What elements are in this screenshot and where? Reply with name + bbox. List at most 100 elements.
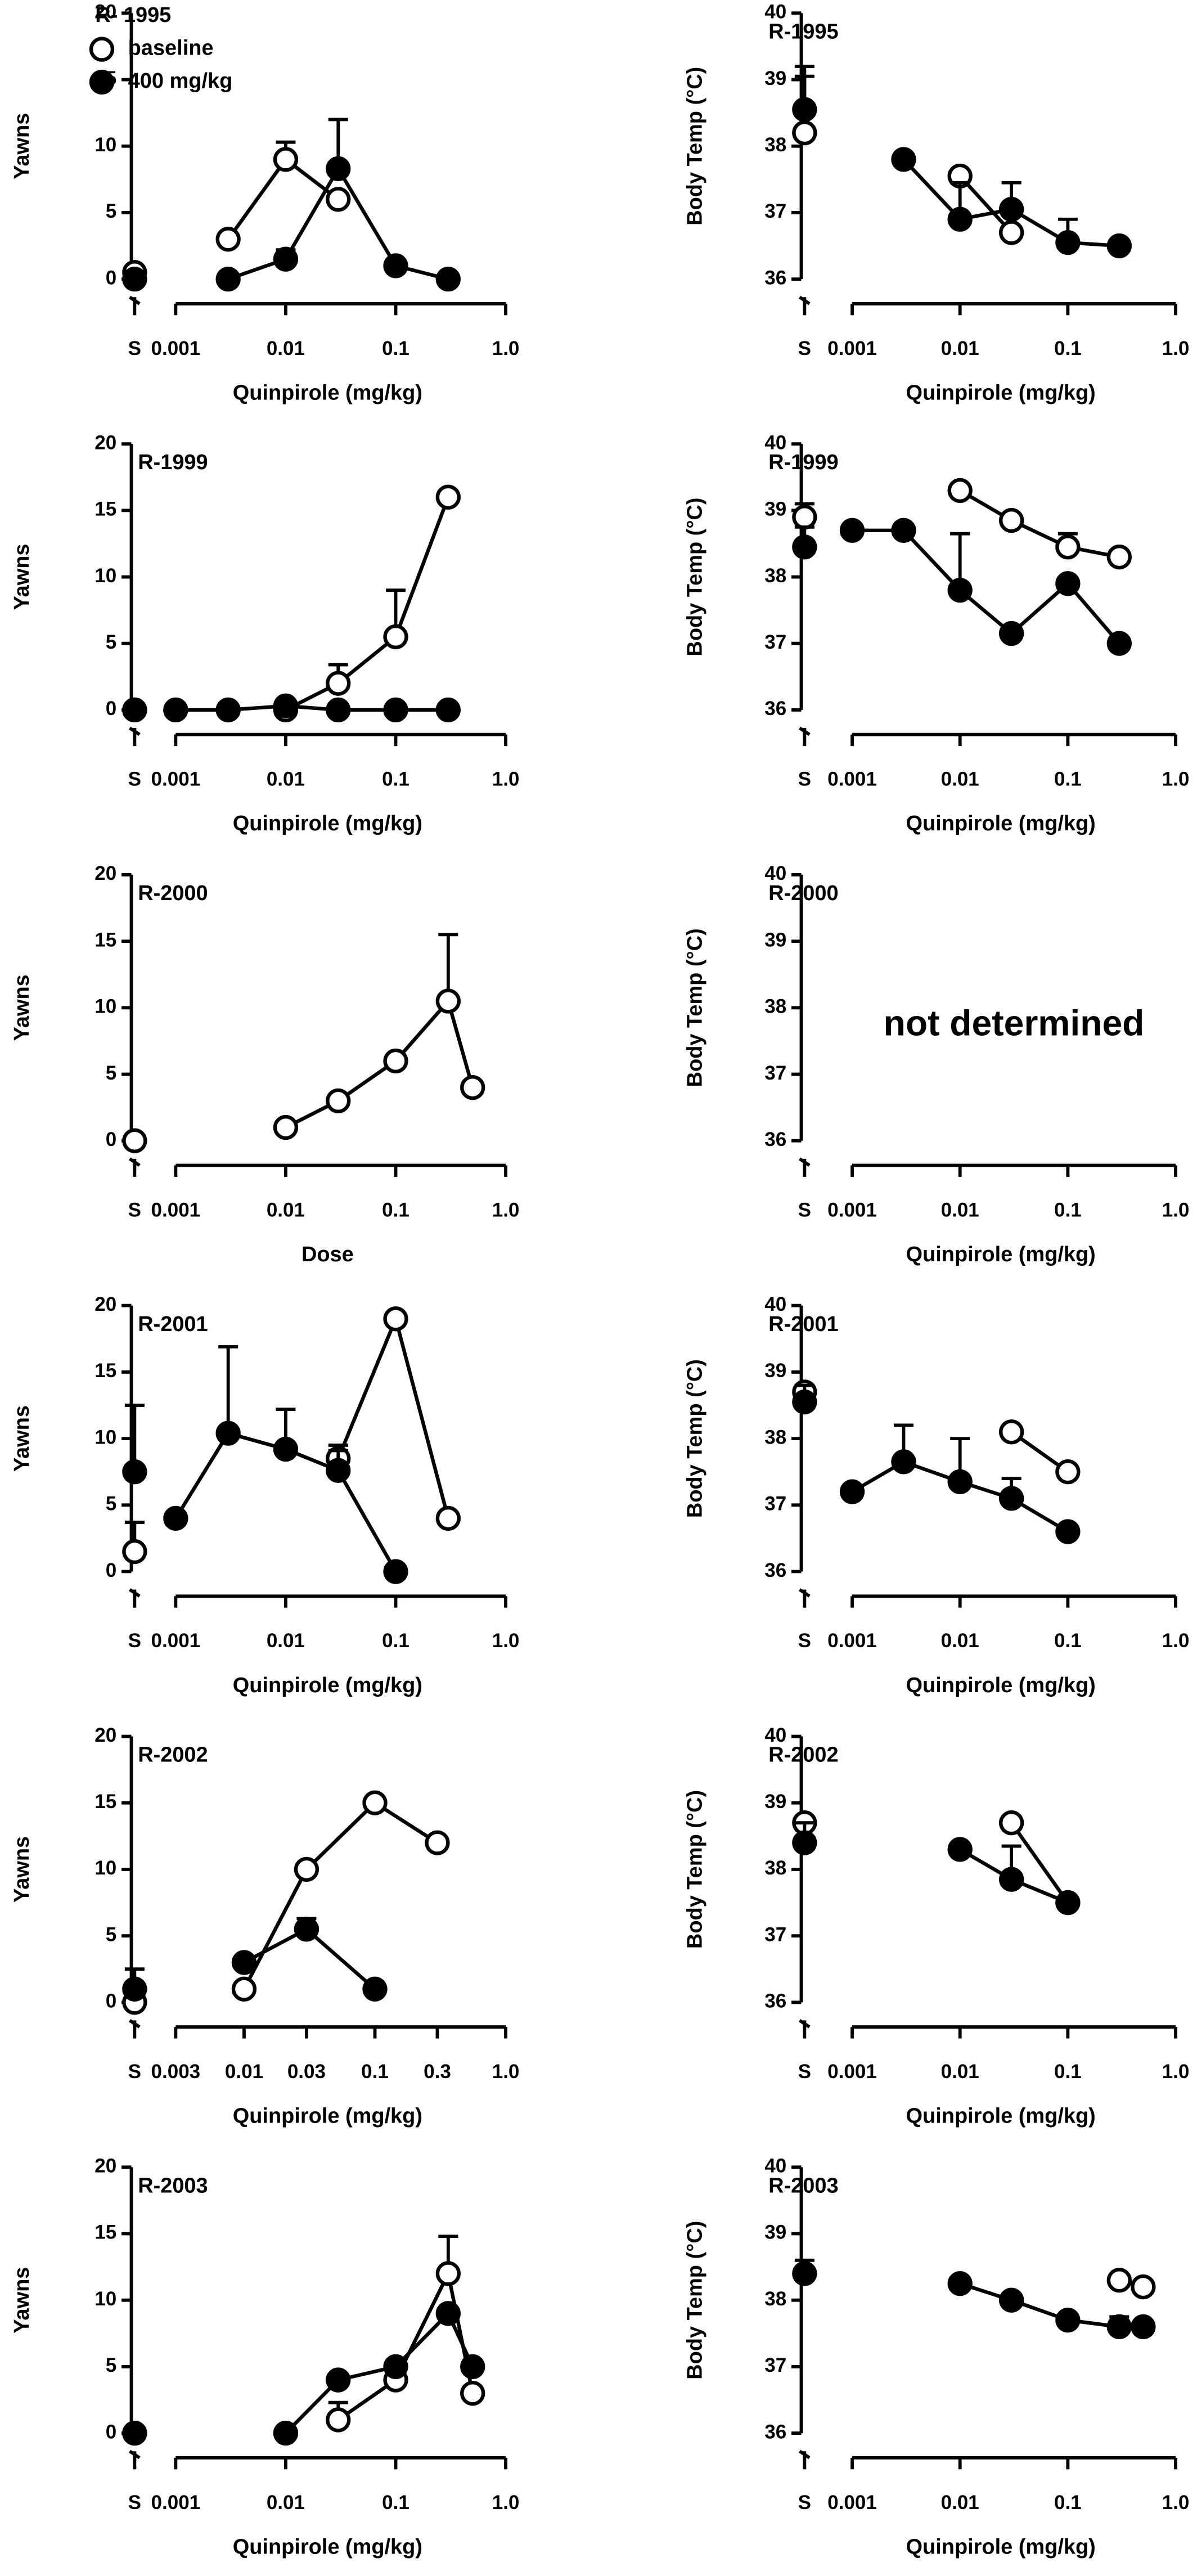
data-point (326, 671, 351, 696)
y-tick-label: 5 (106, 1493, 116, 1515)
saline-label: S (798, 1199, 811, 1221)
y-tick-label: 5 (106, 200, 116, 222)
data-point (435, 2301, 461, 2326)
y-tick-label: 39 (764, 929, 786, 951)
saline-point (792, 2261, 817, 2286)
panel: 05101520Yawns0.0010.010.11.0SQuinpirole … (10, 1, 520, 405)
data-point (1106, 544, 1132, 570)
data-point (231, 1950, 257, 1975)
y-tick-label: 39 (764, 1360, 786, 1382)
y-tick-label: 39 (764, 2222, 786, 2244)
data-point (1131, 2314, 1156, 2340)
data-point (839, 1479, 865, 1504)
saline-point (122, 266, 147, 292)
x-tick-label: 0.01 (941, 2061, 979, 2083)
data-point (1055, 1890, 1081, 1916)
data-point (435, 1505, 461, 1531)
x-axis-label: Quinpirole (mg/kg) (233, 2105, 422, 2128)
x-tick-label: 1.0 (1162, 1199, 1190, 1221)
data-point (383, 1306, 408, 1332)
data-point (215, 266, 241, 292)
panel-title: R-2002 (138, 1743, 208, 1767)
saline-point (122, 1459, 147, 1485)
data-point (435, 484, 461, 510)
panel-title: R-1995 (768, 20, 838, 43)
data-point (435, 266, 461, 292)
x-tick-label: 1.0 (492, 2492, 520, 2514)
data-point (383, 624, 408, 650)
y-tick-label: 37 (764, 1062, 786, 1084)
y-tick-label: 20 (94, 862, 116, 884)
x-tick-label: 0.01 (941, 338, 979, 359)
x-tick-label: 1.0 (492, 2061, 520, 2083)
x-tick-label: 0.1 (361, 2061, 389, 2083)
y-axis-label: Yawns (10, 1405, 34, 1472)
data-point (383, 253, 408, 278)
series-line (242, 1800, 439, 1990)
data-point (273, 693, 299, 719)
saline-point (122, 697, 147, 723)
y-tick-label: 20 (94, 1724, 116, 1746)
panel-title: R-2003 (138, 2174, 208, 2197)
data-point (326, 1458, 351, 1483)
data-point (1131, 2274, 1156, 2300)
y-axis-label: Yawns (10, 1836, 34, 1903)
data-point (891, 147, 916, 172)
series-line (958, 174, 1013, 234)
x-tick-label: 0.01 (225, 2061, 263, 2083)
y-tick-label: 40 (764, 1, 786, 23)
x-tick-label: 0.1 (382, 1630, 410, 1652)
y-tick-label: 10 (94, 134, 116, 156)
y-tick-label: 5 (106, 2354, 116, 2376)
data-point (1106, 233, 1132, 259)
y-axis-label: Yawns (10, 543, 34, 610)
x-tick-label: 1.0 (1162, 338, 1190, 359)
y-tick-label: 0 (106, 1129, 116, 1150)
data-point (947, 577, 973, 603)
y-axis-label: Yawns (10, 113, 34, 179)
panel-title: R-2001 (138, 1312, 208, 1336)
x-tick-label: 0.003 (151, 2061, 201, 2083)
x-tick-label: 0.001 (827, 2061, 877, 2083)
x-tick-label: 1.0 (492, 338, 520, 359)
y-tick-label: 36 (764, 1559, 786, 1581)
legend-label: baseline (128, 37, 214, 60)
data-point (362, 1976, 388, 2002)
data-point (998, 507, 1024, 533)
y-tick-label: 0 (106, 698, 116, 720)
saline-label: S (798, 338, 811, 359)
x-tick-label: 0.1 (1054, 338, 1082, 359)
panel-title: R-2000 (138, 882, 208, 905)
data-point (998, 1486, 1024, 1511)
x-tick-label: 0.1 (1054, 2061, 1082, 2083)
data-point (326, 2407, 351, 2433)
x-tick-label: 0.001 (827, 1630, 877, 1652)
x-axis-label: Quinpirole (mg/kg) (233, 381, 422, 404)
x-axis-label: Quinpirole (mg/kg) (906, 812, 1096, 835)
panel: 36 37 38 39 40 Body Temp (°C) 0.001 0.01 0.1 1.0 S… (683, 2155, 1190, 2559)
x-tick-label: 0.1 (382, 1199, 410, 1221)
x-axis-label: Quinpirole (mg/kg) (233, 812, 422, 835)
saline-point (122, 2420, 147, 2446)
y-tick-label: 10 (94, 1426, 116, 1448)
y-tick-label: 0 (106, 267, 116, 289)
data-point (998, 2287, 1024, 2313)
data-point (947, 1469, 973, 1495)
panel-title: R-2000 (768, 882, 838, 905)
panel-title: R-1999 (768, 451, 838, 474)
y-tick-label: 38 (764, 134, 786, 156)
data-point (326, 697, 351, 723)
x-tick-label: 1.0 (1162, 768, 1190, 790)
data-point (947, 206, 973, 232)
x-tick-label: 0.01 (941, 1199, 979, 1221)
y-tick-label: 5 (106, 631, 116, 653)
saline-label: S (798, 768, 811, 790)
data-point (998, 1419, 1024, 1445)
data-point (460, 1075, 485, 1100)
x-tick-label: 0.1 (382, 338, 410, 359)
data-point (947, 2271, 973, 2296)
y-tick-label: 10 (94, 1857, 116, 1879)
saline-point (792, 534, 817, 560)
data-point (1106, 2268, 1132, 2293)
